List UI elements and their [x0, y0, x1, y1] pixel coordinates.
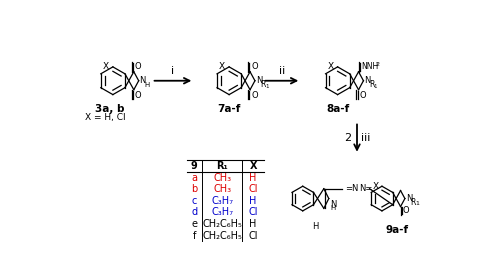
- Text: CH₃: CH₃: [213, 184, 231, 194]
- Text: H: H: [250, 196, 257, 206]
- Text: H: H: [250, 173, 257, 183]
- Text: 2: 2: [375, 62, 379, 67]
- Text: O: O: [251, 62, 258, 71]
- Text: O: O: [360, 90, 366, 100]
- Text: ii: ii: [278, 66, 285, 76]
- Text: X: X: [328, 62, 334, 72]
- Text: d: d: [191, 207, 198, 218]
- Text: N: N: [406, 194, 412, 203]
- Text: CH₂C₆H₅: CH₂C₆H₅: [202, 219, 242, 229]
- Text: f: f: [192, 230, 196, 241]
- Text: CH₃: CH₃: [213, 173, 231, 183]
- Text: 7a-f: 7a-f: [218, 104, 241, 114]
- Text: 3a, b: 3a, b: [95, 104, 124, 114]
- Text: 1: 1: [265, 84, 268, 89]
- Text: 9a-f: 9a-f: [386, 225, 409, 235]
- Text: 8a-f: 8a-f: [326, 104, 349, 114]
- Text: c: c: [192, 196, 197, 206]
- Text: CH₂C₆H₅: CH₂C₆H₅: [202, 230, 242, 241]
- Text: H: H: [312, 222, 318, 231]
- Text: O: O: [403, 206, 409, 215]
- Text: H: H: [144, 82, 150, 88]
- Text: N=: N=: [358, 184, 372, 193]
- Text: iii: iii: [361, 133, 370, 143]
- Text: N: N: [140, 76, 146, 85]
- Text: C₃H₇: C₃H₇: [211, 196, 233, 206]
- Text: 1: 1: [415, 202, 419, 207]
- Text: a: a: [191, 173, 197, 183]
- Text: O: O: [251, 90, 258, 100]
- Text: N: N: [256, 76, 262, 85]
- Text: O: O: [135, 90, 141, 100]
- Text: H: H: [330, 205, 336, 211]
- Text: N: N: [330, 200, 336, 209]
- Text: R: R: [410, 198, 416, 207]
- Text: NNH: NNH: [361, 62, 378, 71]
- Text: R₁: R₁: [216, 161, 228, 171]
- Text: =N: =N: [345, 184, 358, 193]
- Text: X: X: [250, 161, 257, 171]
- Text: X: X: [372, 182, 379, 191]
- Text: e: e: [191, 219, 197, 229]
- Text: R: R: [260, 80, 266, 89]
- Text: Cl: Cl: [248, 184, 258, 194]
- Text: X = H, Cl: X = H, Cl: [85, 113, 126, 122]
- Text: 9: 9: [191, 161, 198, 171]
- Text: 2: 2: [344, 133, 352, 143]
- Text: b: b: [191, 184, 198, 194]
- Text: R: R: [369, 80, 374, 89]
- Text: Cl: Cl: [248, 230, 258, 241]
- Text: i: i: [171, 66, 174, 76]
- Text: O: O: [135, 62, 141, 71]
- Text: X: X: [103, 62, 109, 72]
- Text: C₃H₇: C₃H₇: [211, 207, 233, 218]
- Text: H: H: [250, 219, 257, 229]
- Text: 1: 1: [374, 84, 377, 89]
- Text: N: N: [364, 76, 370, 85]
- Text: X: X: [219, 62, 225, 72]
- Text: Cl: Cl: [248, 207, 258, 218]
